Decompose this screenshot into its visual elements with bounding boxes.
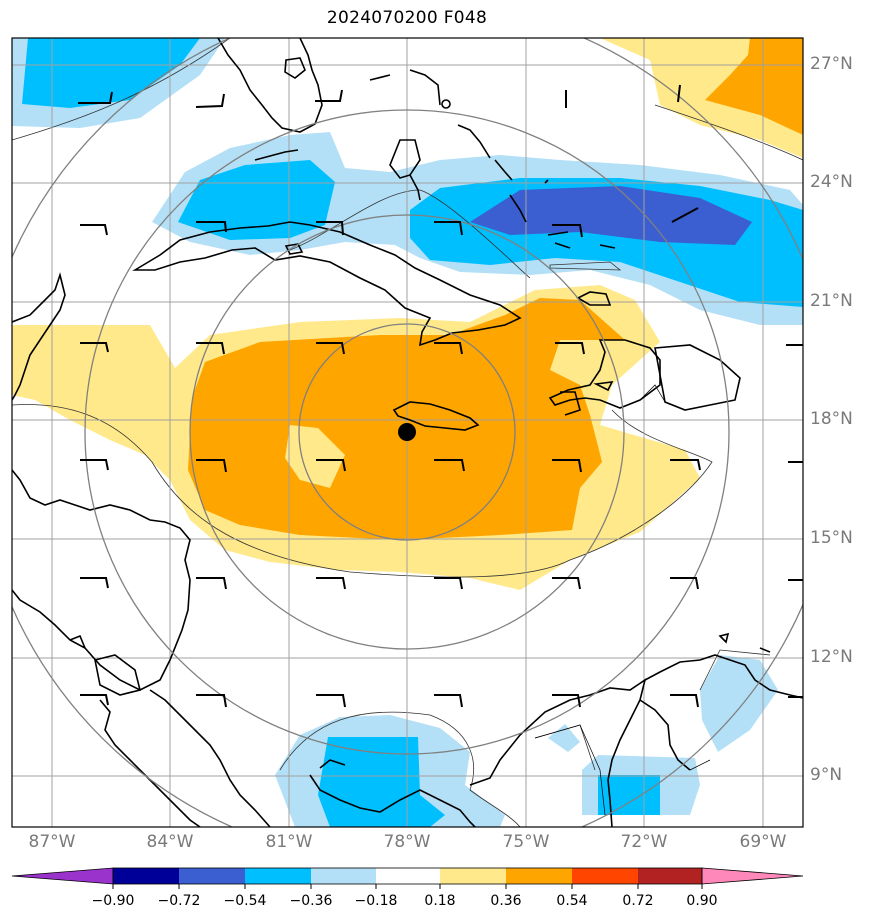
lat-label-9n: 9°N (810, 765, 843, 785)
colorbar-segment (245, 868, 311, 884)
anomaly-neg-high-core (470, 186, 752, 245)
lat-label-12n: 12°N (810, 647, 853, 667)
colorbar (11, 867, 804, 889)
lat-label-18n: 18°N (810, 409, 853, 429)
colorbar-segment (440, 868, 506, 884)
colorbar-tick-label: −0.36 (289, 893, 333, 909)
center-marker (398, 423, 416, 441)
anomaly-neg-low-small (548, 724, 580, 752)
coastlines (12, 38, 803, 827)
lon-label-72w: 72°W (620, 832, 668, 852)
colorbar-extend-high (701, 867, 804, 885)
distance-rings (12, 38, 803, 827)
lon-label-69w: 69°W (739, 832, 787, 852)
lat-label-24n: 24°N (810, 172, 853, 192)
anomaly-pos-low-pocket (285, 425, 345, 488)
lon-label-84w: 84°W (146, 832, 194, 852)
lon-label-78w: 78°W (383, 832, 431, 852)
lon-label-81w: 81°W (265, 832, 313, 852)
colorbar-segment (572, 868, 638, 884)
lat-label-15n: 15°N (810, 528, 853, 548)
colorbar-segment (179, 868, 245, 884)
map-frame (11, 37, 804, 828)
colorbar-tick-label: −0.72 (157, 893, 201, 909)
colorbar-tick-label: 0.54 (556, 893, 588, 909)
anomaly-neg-mid-nw (22, 38, 200, 108)
wind-barbs (78, 84, 803, 708)
colorbar-tick-label: 0.72 (622, 893, 654, 909)
lon-label-87w: 87°W (28, 832, 76, 852)
colorbar-segment (376, 868, 440, 884)
lat-label-27n: 27°N (810, 54, 853, 74)
colorbar-tick-label: 0.90 (686, 893, 718, 909)
colorbar-extend-low (11, 867, 114, 885)
colorbar-segment (311, 868, 376, 884)
colorbar-segment (113, 868, 179, 884)
lon-label-75w: 75°W (502, 832, 550, 852)
colorbar-tick-label: −0.90 (91, 893, 135, 909)
anomaly-neg-mid-west (178, 160, 335, 240)
colorbar-segment (638, 868, 702, 884)
anomaly-pos-mid-ne (705, 38, 803, 135)
lat-label-21n: 21°N (810, 291, 853, 311)
graticule (12, 38, 803, 827)
colorbar-tick-label: −0.54 (223, 893, 267, 909)
colorbar-tick-label: −0.18 (354, 893, 398, 909)
colorbar-segment (506, 868, 572, 884)
negative-anomaly-fields (12, 38, 803, 827)
colorbar-tick-label: 0.18 (424, 893, 456, 909)
map-title: 2024070200 F048 (326, 8, 488, 28)
colorbar-tick-label: 0.36 (490, 893, 522, 909)
anomaly-neg-low-venezuela (700, 655, 778, 752)
